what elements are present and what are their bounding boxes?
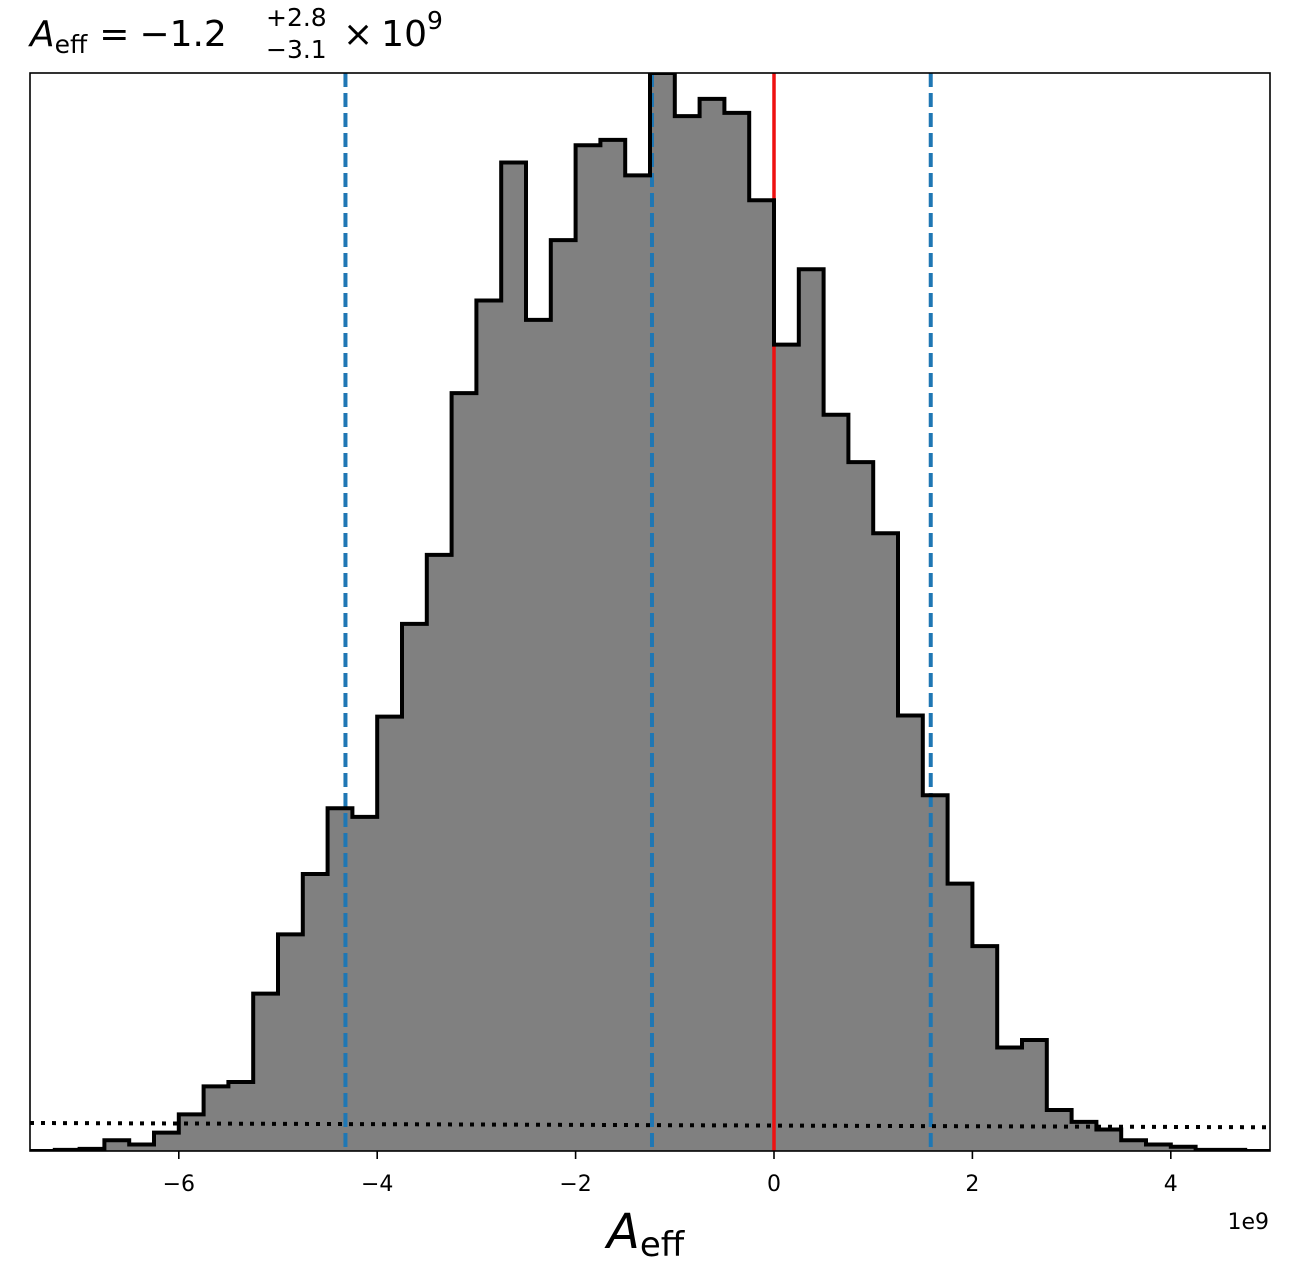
plot-frame xyxy=(29,72,1271,1152)
histogram-fill xyxy=(30,73,1270,1151)
title-value: −1.2 xyxy=(139,14,226,55)
x-tick-label: −4 xyxy=(361,1172,393,1197)
x-tick-label: 4 xyxy=(1164,1172,1178,1197)
title-variable-subscript: eff xyxy=(55,30,88,59)
title-lower-error: −3.1 xyxy=(266,35,327,64)
title-variable: A xyxy=(28,14,55,55)
title-exponent: 9 xyxy=(427,6,443,35)
x-tick-label: 0 xyxy=(767,1172,781,1197)
chart-title: Aeff = −1.2 xyxy=(28,14,227,59)
x-tick-label: 2 xyxy=(965,1172,979,1197)
title-multiplier: × 109 xyxy=(343,6,443,55)
x-tick-label: −2 xyxy=(559,1172,591,1197)
histogram-outline xyxy=(30,73,1270,1151)
x-tick-label: −6 xyxy=(163,1172,195,1197)
title-upper-error: +2.8 xyxy=(266,3,327,32)
x-axis-ticks: −6 −4 −2 0 2 4 xyxy=(163,1151,1178,1197)
x-axis-label: Aeff xyxy=(604,1204,686,1265)
x-axis-offset-text: 1e9 xyxy=(1227,1210,1269,1235)
